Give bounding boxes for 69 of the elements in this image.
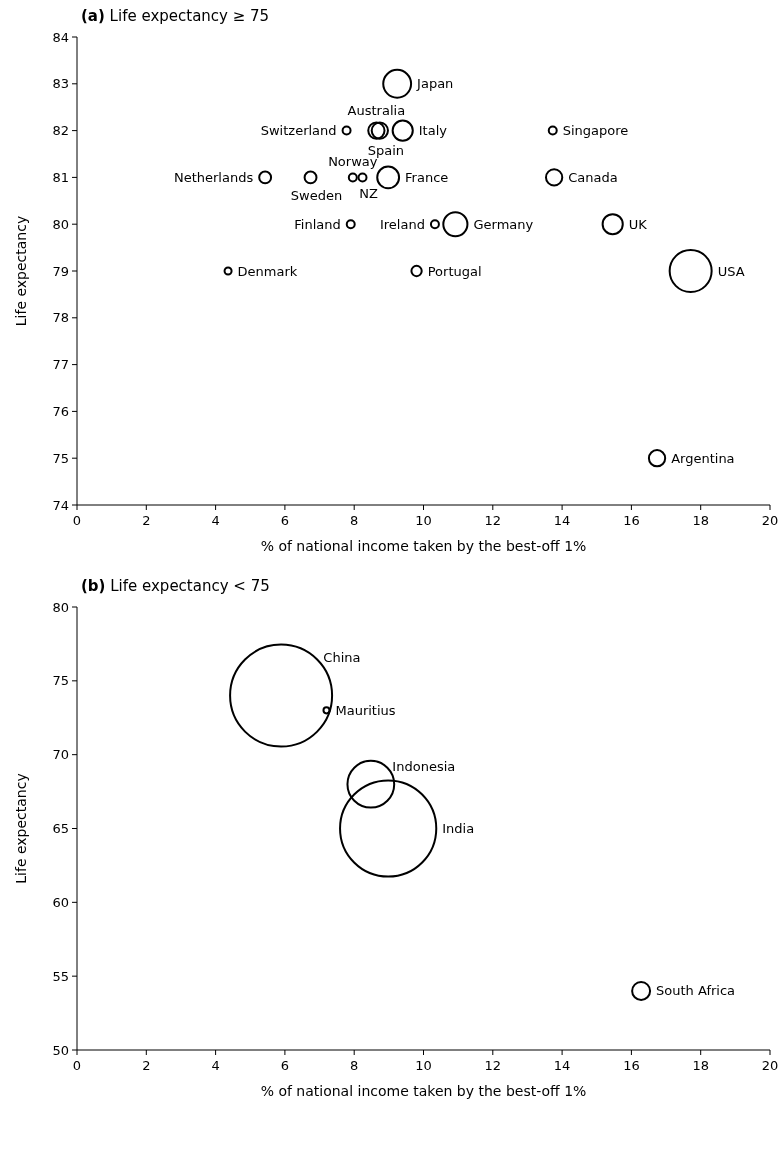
chart-title: (a) Life expectancy ≥ 75 — [81, 7, 270, 25]
y-tick-label: 50 — [52, 1042, 69, 1058]
x-tick-label: 16 — [623, 513, 640, 528]
x-tick-label: 8 — [350, 1058, 359, 1073]
y-tick-label: 75 — [52, 673, 69, 689]
y-tick-label: 80 — [52, 599, 69, 615]
x-tick-label: 0 — [72, 513, 82, 528]
y-axis-title: Life expectancy — [13, 773, 29, 884]
chart-title: (b) Life expectancy < 75 — [81, 577, 270, 595]
annotation: UK — [628, 216, 648, 232]
x-tick-label: 18 — [692, 1058, 709, 1073]
y-tick-label: 65 — [52, 821, 69, 837]
y-axis-title: Life expectancy — [13, 215, 29, 327]
x-tick-label: 2 — [142, 1058, 151, 1073]
y-tick-label: 70 — [52, 747, 69, 763]
x-axis-title: % of national income taken by the best-off 1% — [260, 538, 587, 554]
x-tick-label: 10 — [415, 1058, 432, 1073]
y-tick-label: 81 — [52, 169, 69, 185]
x-tick-label: 8 — [350, 513, 359, 528]
annotation: India — [442, 821, 475, 837]
x-tick-label: 20 — [761, 513, 779, 528]
y-tick-label: 75 — [52, 450, 69, 466]
x-axis-title: % of national income taken by the best-off 1% — [260, 1083, 587, 1099]
annotation: Netherlands — [173, 169, 254, 185]
annotation: Argentina — [671, 450, 735, 466]
x-tick-label: 20 — [761, 1058, 779, 1073]
x-tick-label: 6 — [280, 513, 290, 528]
annotation: Indonesia — [392, 759, 456, 775]
x-tick-label: 4 — [211, 1058, 220, 1073]
y-tick-label: 79 — [52, 263, 69, 279]
annotation: Mauritius — [335, 702, 396, 718]
annotation: Portugal — [427, 263, 482, 279]
x-tick-label: 6 — [280, 1058, 290, 1073]
annotation: Italy — [418, 123, 448, 139]
y-tick-label: 76 — [52, 403, 69, 419]
annotation: China — [323, 649, 361, 665]
x-tick-label: 14 — [553, 1058, 571, 1073]
annotation: Australia — [347, 103, 406, 119]
x-tick-label: 2 — [142, 513, 151, 528]
annotation: USA — [717, 263, 745, 279]
y-tick-label: 77 — [52, 357, 69, 373]
x-tick-label: 0 — [72, 1058, 82, 1073]
annotation: Finland — [294, 216, 341, 232]
annotation: Japan — [416, 76, 454, 92]
x-tick-label: 16 — [623, 1058, 640, 1073]
annotation: Switzerland — [260, 123, 337, 139]
y-tick-label: 74 — [52, 497, 69, 513]
annotation: South Africa — [656, 983, 736, 999]
x-tick-label: 12 — [484, 513, 502, 528]
y-tick-label: 78 — [52, 310, 69, 326]
y-tick-label: 55 — [52, 968, 69, 984]
annotation: Germany — [473, 216, 534, 232]
x-tick-label: 18 — [692, 513, 709, 528]
annotation: Singapore — [562, 123, 629, 139]
y-tick-label: 60 — [52, 894, 69, 910]
y-tick-label: 80 — [52, 216, 69, 232]
y-tick-label: 83 — [52, 76, 69, 92]
x-tick-label: 10 — [415, 513, 432, 528]
y-tick-label: 84 — [52, 29, 69, 45]
annotation: Sweden — [290, 187, 343, 203]
annotation: Denmark — [237, 263, 298, 279]
x-tick-label: 4 — [211, 513, 220, 528]
x-tick-label: 12 — [484, 1058, 502, 1073]
annotation: NZ — [359, 185, 378, 201]
x-tick-label: 14 — [553, 513, 571, 528]
y-tick-label: 82 — [52, 123, 69, 139]
annotation: Canada — [568, 169, 618, 185]
annotation: Ireland — [379, 216, 425, 232]
annotation: France — [405, 169, 449, 185]
